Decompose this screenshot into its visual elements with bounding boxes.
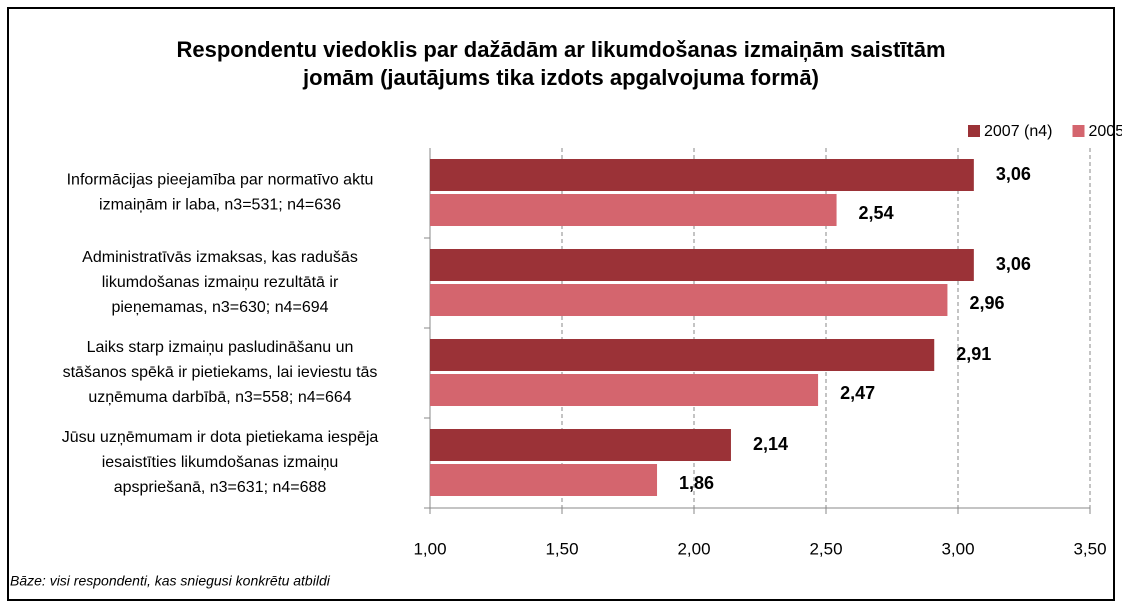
- bar: [430, 194, 837, 226]
- y-tick-label: Informācijas pieejamība par normatīvo ak…: [67, 172, 374, 214]
- x-tick-label: 3,00: [941, 539, 974, 558]
- bar: [430, 339, 935, 371]
- x-tick-label: 2,50: [809, 539, 842, 558]
- legend-label: 2007 (n4): [984, 123, 1053, 140]
- legend-label: 2005 (n3): [1089, 123, 1122, 140]
- data-label: 1,86: [679, 473, 714, 493]
- data-label: 2,54: [859, 203, 894, 223]
- data-label: 3,06: [996, 254, 1031, 274]
- bar: [430, 284, 948, 316]
- x-tick-label: 3,50: [1073, 539, 1106, 558]
- x-tick-label: 1,50: [545, 539, 578, 558]
- x-tick-label: 1,00: [413, 539, 446, 558]
- chart-border: [7, 7, 1115, 601]
- bar: [430, 159, 974, 191]
- data-label: 2,96: [969, 293, 1004, 313]
- y-tick-label: Jūsu uzņēmumam ir dota pietiekama iespēj…: [62, 429, 379, 496]
- y-tick-label: Laiks starp izmaiņu pasludināšanu un stāš…: [63, 339, 378, 406]
- legend-swatch: [968, 125, 980, 137]
- legend-swatch: [1072, 125, 1085, 137]
- bar: [430, 464, 658, 496]
- y-tick-label: Administratīvās izmaksas, kas radušās lik…: [82, 249, 358, 316]
- data-label: 2,91: [956, 344, 991, 364]
- footnote: Bāze: visi respondenti, kas sniegusi kon…: [10, 573, 331, 589]
- bar: [430, 374, 819, 406]
- data-label: 3,06: [996, 164, 1031, 184]
- x-tick-label: 2,00: [677, 539, 710, 558]
- bar: [430, 249, 974, 281]
- bar: [430, 429, 731, 461]
- data-label: 2,14: [753, 434, 788, 454]
- chart-title: Respondentu viedoklis par dažādām ar lik…: [176, 37, 945, 90]
- data-label: 2,47: [840, 383, 875, 403]
